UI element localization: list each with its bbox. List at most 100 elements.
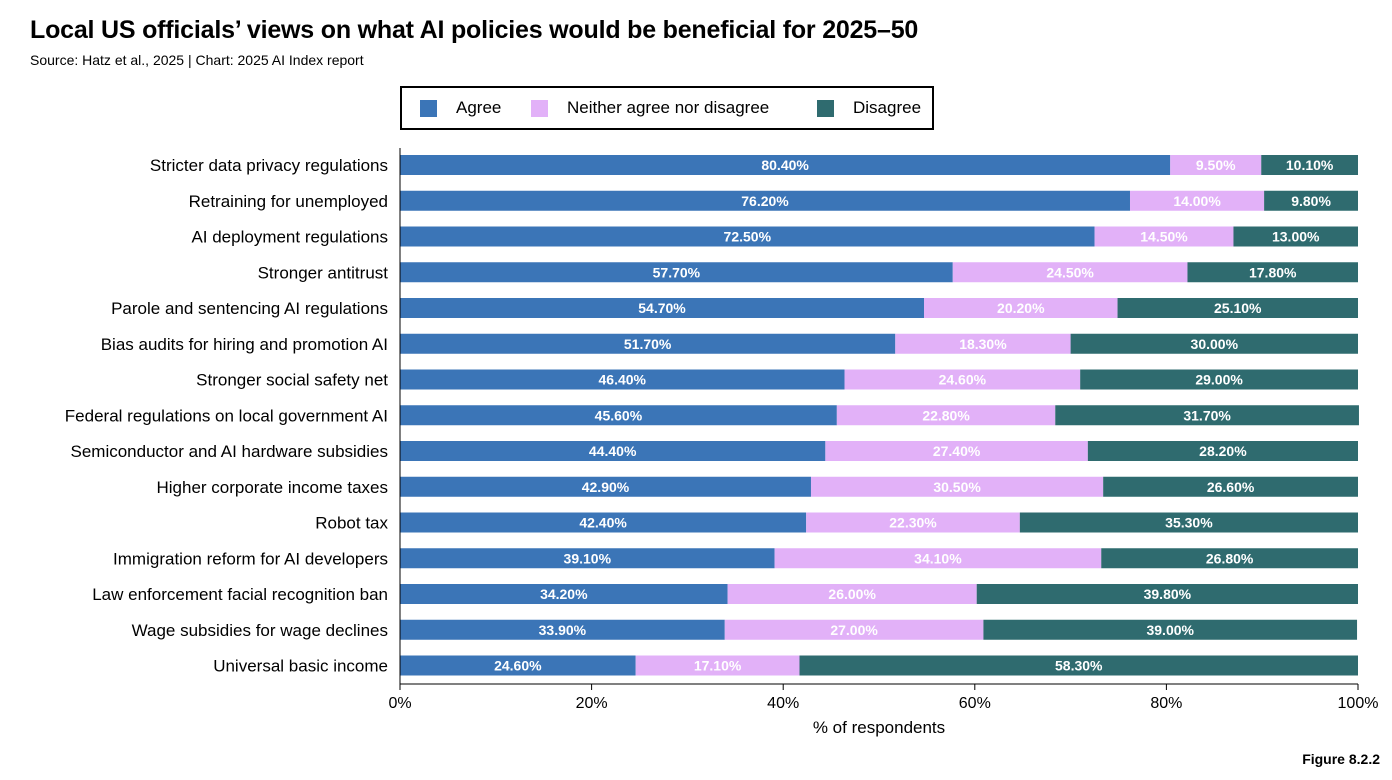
data-label-neither: 26.00% bbox=[828, 586, 876, 602]
data-label-agree: 24.60% bbox=[494, 658, 542, 674]
bar-agree bbox=[400, 298, 925, 318]
data-label-disagree: 26.80% bbox=[1206, 550, 1254, 566]
data-label-neither: 17.10% bbox=[694, 658, 742, 674]
figure-label: Figure 8.2.2 bbox=[1302, 751, 1380, 767]
data-label-neither: 22.80% bbox=[922, 407, 970, 423]
bar-agree bbox=[400, 369, 845, 390]
data-label-disagree: 9.80% bbox=[1291, 193, 1331, 209]
bar-disagree bbox=[1087, 441, 1358, 461]
category-label: Universal basic income bbox=[213, 657, 388, 676]
x-tick-label: 100% bbox=[1338, 695, 1379, 712]
data-label-neither: 24.60% bbox=[939, 372, 987, 388]
legend-item-agree: Agree bbox=[420, 88, 501, 128]
data-label-disagree: 25.10% bbox=[1214, 300, 1262, 316]
data-label-agree: 46.40% bbox=[599, 372, 647, 388]
bar-disagree bbox=[1019, 512, 1358, 533]
category-label: Federal regulations on local government … bbox=[65, 406, 388, 425]
x-tick-label: 40% bbox=[767, 695, 799, 712]
bar-neither bbox=[836, 405, 1056, 426]
bar-agree bbox=[400, 190, 1130, 211]
bar-disagree bbox=[1187, 262, 1358, 283]
data-label-disagree: 10.10% bbox=[1286, 157, 1334, 173]
category-label: AI deployment regulations bbox=[191, 228, 388, 247]
bar-neither bbox=[806, 512, 1020, 533]
x-tick-label: 20% bbox=[576, 695, 608, 712]
category-label: Bias audits for hiring and promotion AI bbox=[101, 335, 388, 354]
category-label: Parole and sentencing AI regulations bbox=[111, 299, 388, 318]
bar-agree bbox=[400, 441, 826, 461]
bar-disagree bbox=[1117, 298, 1358, 318]
data-label-agree: 44.40% bbox=[589, 443, 637, 459]
bar-disagree bbox=[799, 655, 1358, 676]
data-label-neither: 18.30% bbox=[959, 336, 1007, 352]
bar-agree bbox=[400, 548, 775, 569]
category-label: Robot tax bbox=[315, 514, 388, 533]
data-label-agree: 42.40% bbox=[579, 515, 627, 531]
bar-disagree bbox=[983, 619, 1358, 640]
category-label: Stronger social safety net bbox=[196, 371, 388, 390]
data-label-disagree: 26.60% bbox=[1207, 479, 1255, 495]
legend-swatch-disagree bbox=[817, 99, 834, 117]
x-axis-title: % of respondents bbox=[813, 718, 945, 737]
bar-disagree bbox=[1055, 405, 1359, 426]
data-label-agree: 39.10% bbox=[564, 550, 612, 566]
legend-swatch-neither bbox=[531, 99, 548, 117]
data-label-agree: 51.70% bbox=[624, 336, 672, 352]
data-label-neither: 30.50% bbox=[933, 479, 981, 495]
bar-disagree bbox=[1264, 190, 1358, 211]
x-tick-label: 80% bbox=[1150, 695, 1182, 712]
chart-source: Source: Hatz et al., 2025 | Chart: 2025 … bbox=[30, 52, 364, 68]
bar-agree bbox=[400, 405, 837, 426]
bar-neither bbox=[825, 441, 1088, 461]
data-label-disagree: 39.80% bbox=[1144, 586, 1192, 602]
data-label-neither: 9.50% bbox=[1196, 157, 1236, 173]
bar-agree bbox=[400, 584, 728, 604]
category-label: Stricter data privacy regulations bbox=[150, 156, 388, 175]
bar-agree bbox=[400, 262, 953, 283]
bar-neither bbox=[924, 298, 1118, 318]
bar-agree bbox=[400, 226, 1095, 247]
x-tick-label: 60% bbox=[959, 695, 991, 712]
data-label-neither: 24.50% bbox=[1046, 264, 1094, 280]
data-label-agree: 42.90% bbox=[582, 479, 630, 495]
bar-agree bbox=[400, 476, 811, 497]
legend-item-disagree: Disagree bbox=[817, 88, 921, 128]
legend-item-neither: Neither agree nor disagree bbox=[531, 88, 769, 128]
category-label: Semiconductor and AI hardware subsidies bbox=[70, 442, 388, 461]
data-label-agree: 54.70% bbox=[638, 300, 686, 316]
bar-disagree bbox=[1070, 333, 1358, 354]
bar-agree bbox=[400, 155, 1171, 175]
category-label: Retraining for unemployed bbox=[189, 192, 388, 211]
bar-disagree bbox=[1080, 369, 1358, 390]
category-label: Stronger antitrust bbox=[258, 263, 389, 282]
legend-swatch-agree bbox=[420, 99, 437, 117]
data-label-neither: 22.30% bbox=[889, 515, 937, 531]
bar-neither bbox=[895, 333, 1071, 354]
data-label-disagree: 28.20% bbox=[1199, 443, 1247, 459]
bar-disagree bbox=[1101, 548, 1358, 569]
data-label-agree: 72.50% bbox=[724, 229, 772, 245]
data-label-disagree: 58.30% bbox=[1055, 658, 1103, 674]
data-label-neither: 14.50% bbox=[1140, 229, 1188, 245]
bar-agree bbox=[400, 655, 636, 676]
bar-agree bbox=[400, 333, 896, 354]
bar-disagree bbox=[976, 584, 1358, 604]
data-label-disagree: 29.00% bbox=[1195, 372, 1243, 388]
data-label-agree: 80.40% bbox=[761, 157, 809, 173]
data-label-disagree: 31.70% bbox=[1183, 407, 1231, 423]
bar-neither bbox=[727, 584, 977, 604]
bar-neither bbox=[1129, 190, 1265, 211]
data-label-disagree: 17.80% bbox=[1249, 264, 1297, 280]
data-label-disagree: 13.00% bbox=[1272, 229, 1320, 245]
data-label-agree: 33.90% bbox=[539, 622, 587, 638]
chart-legend: Agree Neither agree nor disagree Disagre… bbox=[400, 86, 934, 130]
category-label: Law enforcement facial recognition ban bbox=[92, 585, 388, 604]
bar-disagree bbox=[1261, 155, 1358, 175]
legend-label-agree: Agree bbox=[456, 98, 502, 117]
data-label-neither: 34.10% bbox=[914, 550, 962, 566]
bar-neither bbox=[952, 262, 1188, 283]
bar-neither bbox=[724, 619, 984, 640]
bar-neither bbox=[1094, 226, 1234, 247]
bar-neither bbox=[774, 548, 1102, 569]
